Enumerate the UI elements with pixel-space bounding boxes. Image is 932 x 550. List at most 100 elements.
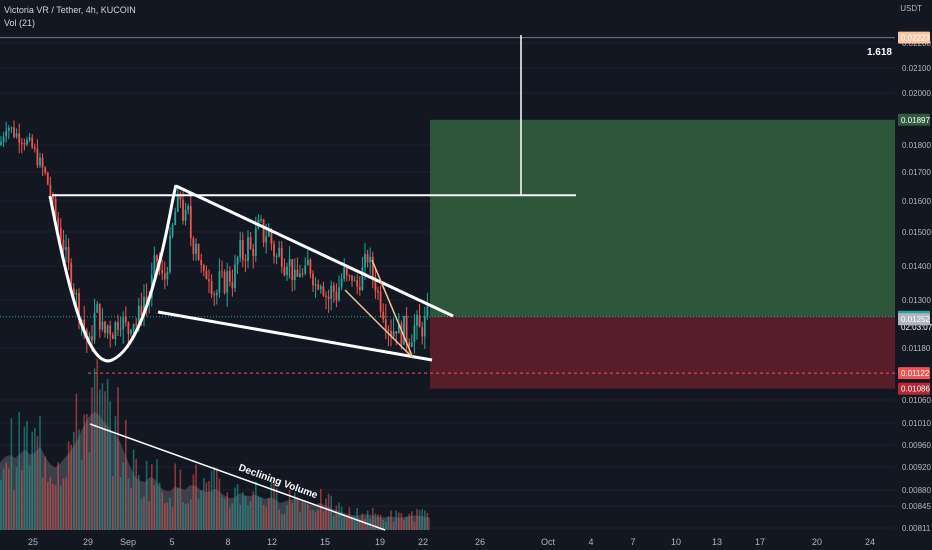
candle-body xyxy=(93,312,96,341)
candle-body xyxy=(278,247,281,257)
candle-body xyxy=(15,133,18,137)
candle-body xyxy=(202,265,205,271)
candle-body xyxy=(348,275,351,277)
candle-body xyxy=(215,292,218,296)
time-tick-4: 8 xyxy=(225,537,230,547)
volume-bar xyxy=(109,401,111,530)
candle-body xyxy=(408,342,411,347)
volume-bar xyxy=(78,429,80,530)
volume-bar xyxy=(288,490,291,530)
volume-bar xyxy=(346,517,348,530)
candle-body xyxy=(109,325,112,335)
volume-bar xyxy=(138,474,140,530)
price-tick-6: 0.01500 xyxy=(902,228,931,237)
volume-bar xyxy=(255,481,257,530)
candle-body xyxy=(309,259,312,274)
volume-bar xyxy=(260,497,262,530)
volume-bar xyxy=(140,498,143,530)
price-axis[interactable]: 0.022000.021000.020000.018000.017000.016… xyxy=(895,0,932,550)
volume-bar xyxy=(18,411,20,530)
volume-bar xyxy=(44,456,46,530)
candle-body xyxy=(267,229,270,237)
volume-bar xyxy=(317,509,319,530)
candle-body xyxy=(213,294,216,296)
volume-bar xyxy=(83,414,85,530)
candle-body xyxy=(332,285,335,292)
candle-body xyxy=(410,342,413,347)
candle-body xyxy=(390,330,392,337)
take-profit-tag-text: 0.01897 xyxy=(901,116,930,125)
time-tick-10: Oct xyxy=(541,537,556,547)
volume-bar xyxy=(340,506,343,530)
volume-bar xyxy=(283,513,286,530)
volume-bar xyxy=(106,378,109,530)
volume-bar xyxy=(392,521,395,530)
volume-bar xyxy=(156,459,158,530)
volume-bar xyxy=(158,482,161,530)
volume-bar xyxy=(343,514,345,530)
volume-bar xyxy=(210,470,213,530)
stop-loss-tag xyxy=(898,367,930,380)
candle-body xyxy=(5,130,8,137)
candle-body xyxy=(91,336,93,341)
candle-body xyxy=(262,219,265,243)
candle-body xyxy=(361,267,364,290)
volume-indicator-label[interactable]: Vol (21) xyxy=(4,18,36,28)
volume-bar xyxy=(184,504,187,530)
candle-body xyxy=(156,255,158,262)
candle-body xyxy=(234,264,236,289)
candle-body xyxy=(44,167,47,173)
candle-body xyxy=(221,271,223,273)
symbol-title[interactable]: Victoria VR / Tether, 4h, KUCOIN xyxy=(4,5,136,15)
candle-body xyxy=(189,206,192,239)
lower-wedge-line xyxy=(157,310,433,362)
price-tick-13: 0.00920 xyxy=(902,463,931,472)
volume-bar xyxy=(203,477,205,530)
volume-bar xyxy=(273,482,275,530)
candle-body xyxy=(317,284,320,290)
position-low-tag xyxy=(898,382,930,395)
volume-bar xyxy=(229,507,231,530)
candle-body xyxy=(59,227,62,241)
candle-body xyxy=(7,128,10,131)
time-tick-16: 20 xyxy=(812,537,822,547)
candle-body xyxy=(130,330,132,334)
candle-body xyxy=(335,291,338,301)
position-zones[interactable] xyxy=(0,37,895,389)
candle-body xyxy=(36,148,39,166)
time-tick-8: 22 xyxy=(418,537,428,547)
volume-bar xyxy=(239,504,241,530)
candle-body xyxy=(52,195,54,199)
drawings[interactable] xyxy=(48,35,576,531)
fib-ratio-label: 1.618 xyxy=(867,47,892,58)
candle-body xyxy=(426,305,429,317)
volume-bar xyxy=(101,383,104,530)
candle-body xyxy=(314,284,317,286)
volume-bar xyxy=(301,500,304,530)
volume-bar xyxy=(234,487,236,530)
previous-close-tag xyxy=(898,313,930,326)
volume-bar xyxy=(10,418,13,530)
volume-bar xyxy=(130,487,132,530)
price-tick-16: 0.00811 xyxy=(902,524,931,533)
volume-bar xyxy=(398,512,400,530)
candle-body xyxy=(13,127,15,137)
volume-bar xyxy=(41,477,44,530)
candle-body xyxy=(301,273,304,275)
candle-body xyxy=(283,266,286,276)
candle-body xyxy=(26,139,28,145)
volume-bar xyxy=(171,507,174,530)
volume-bar xyxy=(73,431,75,530)
volume-bar xyxy=(262,504,265,530)
chart-legend: Victoria VR / Tether, 4h, KUCOIN Vol (21… xyxy=(4,4,136,30)
volume-bar xyxy=(86,413,88,530)
candle-body xyxy=(153,255,156,275)
volume-bar xyxy=(325,498,327,530)
candle-body xyxy=(369,256,372,263)
candle-body xyxy=(124,316,127,323)
candle-body xyxy=(111,334,114,340)
time-axis[interactable]: 25 29 Sep 5 8 12 15 19 22 26 Oct 4 7 10 13 17 20 24 xyxy=(28,537,875,547)
candle-body xyxy=(260,219,262,221)
volume-bar xyxy=(80,460,83,530)
